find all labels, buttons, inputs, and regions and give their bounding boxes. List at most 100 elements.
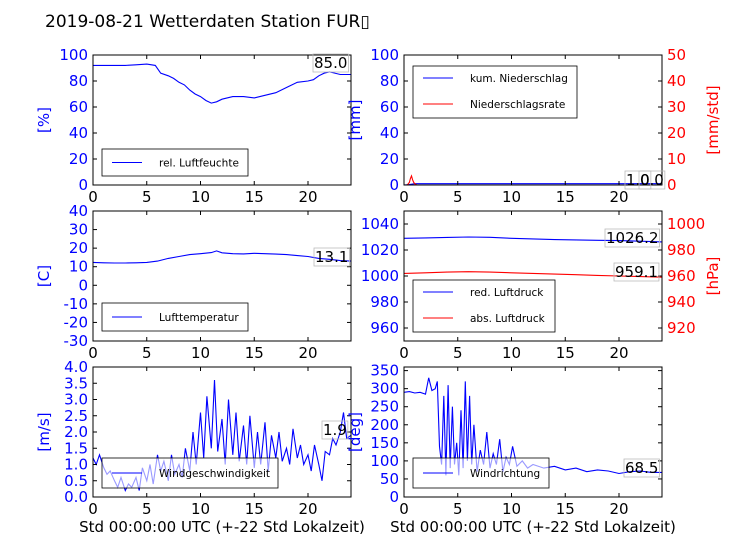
x-tick-label: 5 xyxy=(142,500,152,518)
series-line-2 xyxy=(404,271,662,278)
current-value-box xyxy=(604,228,660,248)
y-tick-label: 3.0 xyxy=(64,391,88,409)
series-line-1 xyxy=(93,250,351,264)
y-tick-label: 0.5 xyxy=(64,472,88,490)
y-tick-label: -30 xyxy=(64,332,89,350)
plot-frame xyxy=(403,54,663,186)
y-axis-label: [deg] xyxy=(346,412,364,452)
y-tick-label: 20 xyxy=(69,150,88,168)
legend: red. Luftdruck abs. Luftdruck xyxy=(412,279,556,333)
y-axis-label: [m/s] xyxy=(35,412,53,451)
x-tick-label: 15 xyxy=(556,188,575,206)
current-value-box xyxy=(312,53,349,73)
x-tick-label: 20 xyxy=(298,500,317,518)
plot-frame xyxy=(92,210,352,342)
current-value-label-2: 0.0 xyxy=(640,171,664,189)
x-tick-label: 10 xyxy=(502,344,521,362)
current-value-label-2: 959.1 xyxy=(615,263,658,281)
legend-entry: Lufttemperatur xyxy=(159,312,239,324)
y2-tick-label: 980 xyxy=(667,241,696,259)
legend-entry: red. Luftdruck xyxy=(470,287,544,299)
x-tick-label: 10 xyxy=(502,500,521,518)
y-tick-label: 1000 xyxy=(361,267,399,285)
current-value-label: 1026.2 xyxy=(606,229,659,247)
x-tick-label: 0 xyxy=(399,500,409,518)
y-tick-label: 100 xyxy=(370,46,399,64)
y-tick-label: 1040 xyxy=(361,215,399,233)
x-tick-label: 15 xyxy=(245,344,264,362)
y-tick-label: 50 xyxy=(380,470,399,488)
current-value-box-2 xyxy=(613,262,660,282)
y-tick-label: 100 xyxy=(370,452,399,470)
x-tick-label: 0 xyxy=(88,344,98,362)
y-tick-label: -20 xyxy=(64,313,89,331)
y-tick-label: 300 xyxy=(370,380,399,398)
y-tick-label: 20 xyxy=(69,239,88,257)
y2-tick-label: 0 xyxy=(667,176,677,194)
y-tick-label: 100 xyxy=(59,46,88,64)
current-value-box xyxy=(321,420,349,440)
y2-tick-label: 960 xyxy=(667,267,696,285)
y-tick-label: 1.0 xyxy=(64,456,88,474)
x-axis-label: Std 00:00:00 UTC (+-22 Std Lokalzeit) xyxy=(79,518,365,536)
x-tick-label: 20 xyxy=(609,344,628,362)
y-tick-label: 150 xyxy=(370,434,399,452)
y-axis-label: [mm] xyxy=(346,100,364,141)
y2-tick-label: 10 xyxy=(667,150,686,168)
current-value-label: 13.1 xyxy=(315,248,348,266)
x-axis-label: Std 00:00:00 UTC (+-22 Std Lokalzeit) xyxy=(390,518,676,536)
x-tick-label: 5 xyxy=(453,500,463,518)
y2-tick-label: 920 xyxy=(667,319,696,337)
current-value-label: 1.9 xyxy=(323,421,347,439)
legend: Lufttemperatur xyxy=(101,302,249,332)
y-tick-label: 40 xyxy=(69,202,88,220)
legend: Windgeschwindigkeit xyxy=(101,457,279,489)
x-tick-label: 20 xyxy=(609,188,628,206)
y2-axis-label: [hPa] xyxy=(704,257,722,296)
legend-entry: Windrichtung xyxy=(470,468,540,480)
y2-tick-label: 30 xyxy=(667,98,686,116)
legend-entry: Niederschlagsrate xyxy=(470,99,565,111)
chart-panel-2: 0 5 10 15 20 0 20 40 60 80 100 0 10 20 30 40 50 [mm] [mm/s… xyxy=(346,46,722,206)
y2-tick-label: 1000 xyxy=(667,215,705,233)
x-tick-label: 20 xyxy=(298,188,317,206)
x-tick-label: 5 xyxy=(142,344,152,362)
current-value-label: 68.5 xyxy=(625,459,658,477)
y-tick-label: 2.0 xyxy=(64,423,88,441)
legend: rel. Luftfeuchte xyxy=(101,148,249,177)
current-value-box xyxy=(313,247,350,267)
y-tick-label: 0 xyxy=(389,488,399,506)
series-line-1 xyxy=(93,63,351,104)
legend-box xyxy=(412,279,556,333)
current-value-label: 85.0 xyxy=(314,54,347,72)
legend-entry: kum. Niederschlag xyxy=(470,73,568,85)
y-tick-label: 0 xyxy=(78,276,88,294)
y-axis-label: [C] xyxy=(35,265,53,287)
current-value-box xyxy=(623,458,660,478)
current-value-box xyxy=(624,170,652,190)
y-tick-label: 0.0 xyxy=(64,488,88,506)
legend-entry: abs. Luftdruck xyxy=(470,313,546,325)
plot-frame xyxy=(92,54,352,186)
series-line-1 xyxy=(404,236,662,243)
y-tick-label: 10 xyxy=(69,258,88,276)
y-tick-label: 20 xyxy=(380,150,399,168)
x-tick-label: 0 xyxy=(399,344,409,362)
y-tick-label: 40 xyxy=(380,124,399,142)
y2-axis-label: [mm/std] xyxy=(704,85,722,154)
x-tick-label: 10 xyxy=(191,500,210,518)
x-tick-label: 5 xyxy=(142,188,152,206)
legend-entry: rel. Luftfeuchte xyxy=(159,158,239,170)
x-tick-label: 20 xyxy=(298,344,317,362)
figure-title: 2019-08-21 Wetterdaten Station FUR▯ xyxy=(45,12,370,32)
x-tick-label: 15 xyxy=(556,500,575,518)
y-tick-label: 2.5 xyxy=(64,407,88,425)
y-tick-label: 350 xyxy=(370,362,399,380)
y2-tick-label: 50 xyxy=(667,46,686,64)
x-tick-label: 5 xyxy=(453,344,463,362)
x-tick-label: 0 xyxy=(88,188,98,206)
x-tick-label: 10 xyxy=(502,188,521,206)
y-tick-label: 80 xyxy=(69,72,88,90)
